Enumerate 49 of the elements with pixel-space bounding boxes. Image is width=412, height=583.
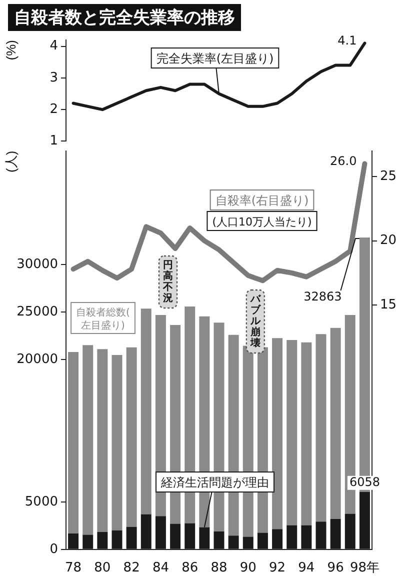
y2-tick-label: 15 [380,297,397,312]
bar [286,340,298,526]
y2-tick-label: 20 [380,233,397,248]
data-label: 26.0 [330,154,357,168]
y-tick-label: 5000 [24,494,58,510]
x-tick-label: 92 [269,560,286,576]
y-tick-label: 3 [50,70,58,86]
y-tick-label: 25000 [16,304,58,320]
data-label: 4.1 [338,33,357,48]
y2-tick-label: 25 [380,168,397,184]
bar [112,354,122,530]
bar [68,352,79,534]
bar [140,308,152,514]
y-tick-label: 1 [50,134,58,149]
y-tick-label: 4 [50,38,58,54]
x-tick-label: 80 [94,560,111,576]
bar [316,334,326,522]
x-tick-label: 96 [327,560,344,576]
total-label: 32863 [304,290,342,304]
data-label: 6058 [349,475,380,490]
x-tick-label: 94 [298,560,315,576]
bar [272,338,283,530]
x-tick-label: 90 [240,560,256,576]
series-label: 自殺者総数(左目盛り) [76,306,130,332]
x-tick-label: 98年 [350,560,380,576]
text: 経済生活問題が理由 [160,476,269,490]
series-label: 完全失業率(左目盛り) [156,52,274,66]
y-tick-label: 2 [50,102,58,117]
bar [184,306,196,524]
y-tick-label: 0 [50,542,58,557]
x-tick-label: 78 [65,560,82,576]
chart-title: 自殺者数と完全失業率の推移 [8,4,241,31]
annotation: 円高不況 [162,260,173,304]
text: 自殺率(右目盛り) [215,194,309,208]
bar [97,349,108,532]
y-tick-label: 30000 [16,257,58,272]
annotation: バブル崩壊 [249,294,262,350]
bar [301,342,312,526]
annotation: (人口10万人当たり) [212,215,312,228]
bar [82,345,94,535]
x-tick-label: 84 [152,560,169,576]
bar [330,328,341,520]
bar [126,347,137,527]
y-axis-title: (人) [3,150,18,172]
x-tick-label: 86 [182,560,198,576]
y-tick-label: 20000 [16,352,58,367]
x-tick-label: 88 [210,560,228,576]
x-tick-label: 82 [123,560,140,576]
y-axis-title: (%) [3,40,18,60]
